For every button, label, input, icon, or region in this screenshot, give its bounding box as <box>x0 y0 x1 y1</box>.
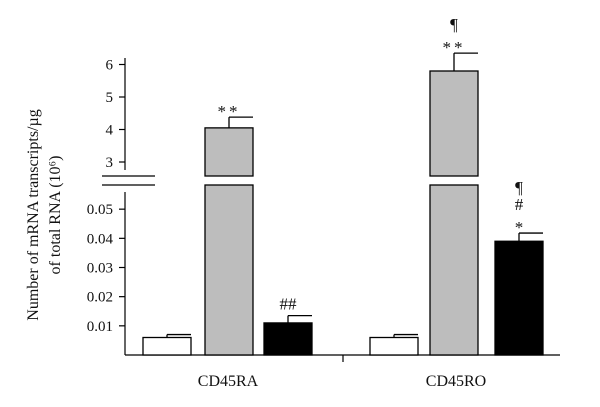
labels: 0.01 0.02 0.03 0.04 0.05 3 4 5 6 Number of mRNA t… <box>25 15 524 390</box>
bar <box>429 70 479 177</box>
y-axis-label: of total RNA (10⁶) <box>47 156 64 275</box>
bar <box>369 336 419 356</box>
y-tick-label: 0.04 <box>87 231 114 247</box>
y-tick-label: 0.01 <box>87 319 113 335</box>
bar <box>204 127 254 177</box>
significance-marker: ¶ <box>450 15 458 34</box>
significance-marker: ** <box>443 38 466 57</box>
bar <box>494 240 544 356</box>
significance-marker: ## <box>280 295 298 314</box>
bar <box>429 184 479 356</box>
bars <box>142 52 544 356</box>
y-tick-label: 0.03 <box>87 261 113 277</box>
y-tick-label: 0.02 <box>87 290 113 306</box>
y-tick-label: 4 <box>106 123 114 139</box>
significance-marker: * <box>515 218 524 237</box>
bar <box>142 336 192 356</box>
y-tick-label: 0.05 <box>87 202 113 218</box>
category-label: CD45RA <box>198 373 259 390</box>
significance-marker: ¶ <box>515 178 523 197</box>
y-tick-label: 6 <box>106 58 114 74</box>
significance-marker: # <box>515 195 524 214</box>
bar <box>204 184 254 356</box>
significance-marker: ** <box>218 102 241 121</box>
category-label: CD45RO <box>426 373 486 390</box>
y-axis-label: Number of mRNA transcripts/µg <box>25 109 42 320</box>
y-tick-label: 3 <box>106 155 114 171</box>
bar <box>263 322 313 356</box>
y-tick-label: 5 <box>106 90 114 106</box>
axes <box>102 58 560 362</box>
